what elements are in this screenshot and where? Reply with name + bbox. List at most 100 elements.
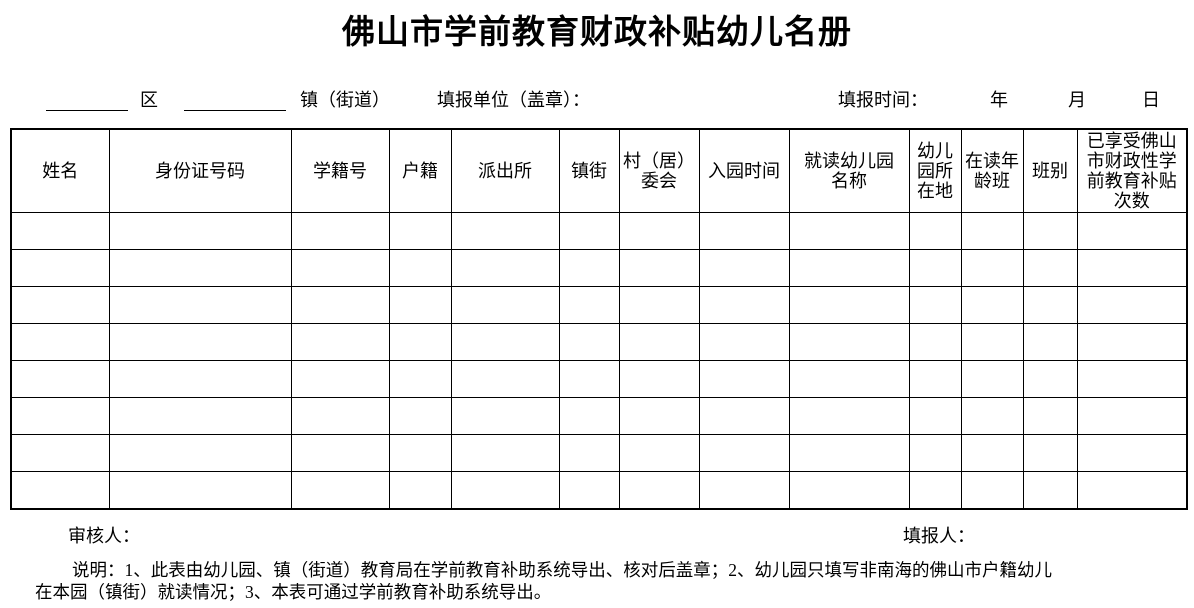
empty-cell [10,212,110,250]
empty-cell [618,323,700,361]
empty-cell [108,323,292,361]
empty-cell [1076,249,1188,287]
empty-cell [1022,434,1078,472]
empty-cell [788,434,910,472]
empty-cell [788,286,910,324]
town-blank-line [184,90,286,111]
empty-cell [960,397,1024,435]
empty-cell [1076,434,1188,472]
empty-cell [558,360,620,398]
col-header-class: 班别 [1022,128,1078,213]
empty-cell [558,323,620,361]
year-label: 年 [990,90,1008,110]
empty-cell [388,360,452,398]
col-header-kindergarten-location: 幼儿 园所 在地 [908,128,962,213]
empty-cell [290,212,390,250]
empty-roster-row [10,434,1188,472]
empty-cell [10,360,110,398]
empty-cell [450,434,560,472]
empty-cell [960,286,1024,324]
col-header-village-committee: 村（居） 委会 [618,128,700,213]
empty-cell [788,360,910,398]
empty-roster-row [10,249,1188,287]
empty-cell [108,286,292,324]
empty-cell [698,471,790,510]
empty-cell [10,286,110,324]
roster-table-body [10,212,1188,510]
empty-cell [388,286,452,324]
district-blank-line [46,90,128,111]
empty-cell [1022,360,1078,398]
empty-cell [450,397,560,435]
empty-cell [1022,286,1078,324]
empty-cell [450,286,560,324]
empty-cell [108,212,292,250]
col-header-age-class: 在读年 龄班 [960,128,1024,213]
empty-cell [290,434,390,472]
empty-cell [788,249,910,287]
table-header-row: 姓名 身份证号码 学籍号 户籍 派出所 镇街 村（居） 委会 入园时间 就读幼儿… [10,128,1188,213]
empty-cell [618,286,700,324]
reporting-unit-label: 填报单位（盖章）： [437,90,590,110]
col-header-kindergarten-name: 就读幼儿园 名称 [788,128,910,213]
empty-cell [908,323,962,361]
empty-cell [290,323,390,361]
empty-cell [388,397,452,435]
col-header-police-station: 派出所 [450,128,560,213]
empty-cell [1022,323,1078,361]
empty-cell [10,323,110,361]
col-header-household: 户籍 [388,128,452,213]
empty-cell [908,286,962,324]
empty-cell [698,323,790,361]
empty-cell [290,471,390,510]
empty-cell [618,471,700,510]
empty-cell [908,249,962,287]
empty-cell [108,249,292,287]
empty-cell [558,471,620,510]
empty-cell [388,434,452,472]
empty-cell [618,397,700,435]
col-header-enrollment-date: 入园时间 [698,128,790,213]
empty-cell [698,212,790,250]
empty-cell [388,249,452,287]
empty-cell [788,471,910,510]
day-label: 日 [1142,90,1160,110]
empty-cell [788,397,910,435]
empty-cell [388,323,452,361]
empty-roster-row [10,323,1188,361]
empty-cell [290,249,390,287]
col-header-subsidy-count: 已享受佛山 市财政性学 前教育补贴 次数 [1076,128,1188,213]
empty-cell [388,212,452,250]
town-street-label: 镇（街道） [300,90,390,110]
empty-cell [908,360,962,398]
empty-cell [960,249,1024,287]
reviewer-label: 审核人： [68,526,140,546]
empty-cell [1022,471,1078,510]
empty-cell [1076,323,1188,361]
empty-cell [450,471,560,510]
empty-cell [960,360,1024,398]
empty-cell [618,434,700,472]
empty-cell [698,360,790,398]
empty-cell [1022,249,1078,287]
empty-cell [388,471,452,510]
empty-cell [618,212,700,250]
empty-cell [10,397,110,435]
empty-roster-row [10,286,1188,324]
col-header-town-street: 镇街 [558,128,620,213]
col-header-student-id: 学籍号 [290,128,390,213]
empty-cell [908,434,962,472]
roster-table: 姓名 身份证号码 学籍号 户籍 派出所 镇街 村（居） 委会 入园时间 就读幼儿… [10,128,1188,510]
empty-cell [960,212,1024,250]
empty-cell [618,249,700,287]
empty-cell [290,397,390,435]
empty-cell [788,323,910,361]
empty-cell [908,471,962,510]
empty-cell [960,434,1024,472]
empty-cell [1022,212,1078,250]
page-title: 佛山市学前教育财政补贴幼儿名册 [342,15,852,51]
empty-roster-row [10,471,1188,510]
empty-cell [908,212,962,250]
col-header-id-number: 身份证号码 [108,128,292,213]
